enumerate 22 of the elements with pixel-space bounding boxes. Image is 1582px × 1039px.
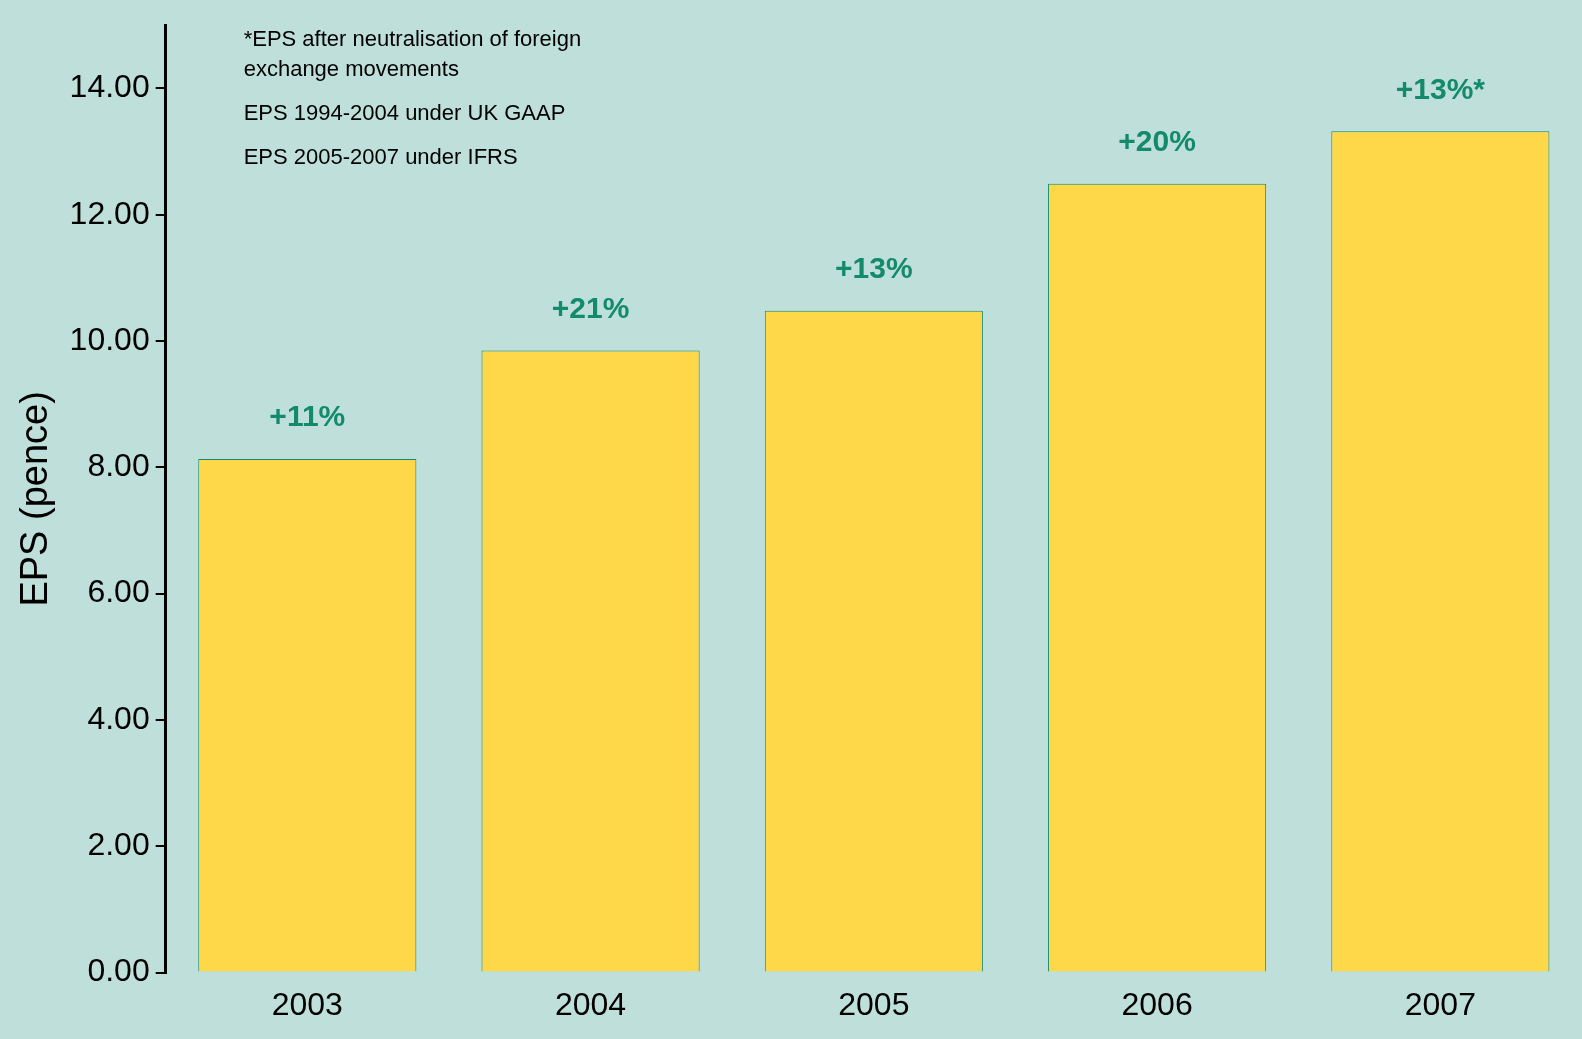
y-tick-label: 4.00 (87, 699, 150, 736)
x-tick-label: 2007 (1404, 985, 1476, 1022)
y-tick-label: 12.00 (69, 194, 150, 231)
annotation: *EPS after neutralisation of foreign exchange movements (243, 26, 582, 81)
annotation: +21% (551, 290, 630, 324)
y-tick-label: 0.00 (87, 952, 150, 989)
y-tick-label: 8.00 (87, 447, 150, 484)
annotation: +20% (1118, 124, 1196, 157)
y-tick-label: 2.00 (87, 826, 150, 863)
y-axis-title: EPS (pence) (13, 391, 56, 607)
x-tick-label: 2004 (554, 985, 627, 1022)
x-tick-label: 2006 (1121, 985, 1193, 1022)
annotation: +13%* (1395, 71, 1486, 105)
annotation: EPS 1994-2004 under UK GAAP (243, 100, 566, 125)
annotation: +11% (269, 399, 346, 433)
annotation: EPS 2005-2007 under IFRS (243, 144, 518, 169)
y-tick-label: 6.00 (87, 573, 150, 610)
x-tick-label: 2005 (838, 985, 910, 1022)
annotation: +13% (835, 250, 913, 284)
y-tick-label: 14.00 (69, 68, 150, 105)
x-tick-label: 2003 (271, 985, 343, 1022)
y-tick-label: 10.00 (69, 320, 150, 357)
